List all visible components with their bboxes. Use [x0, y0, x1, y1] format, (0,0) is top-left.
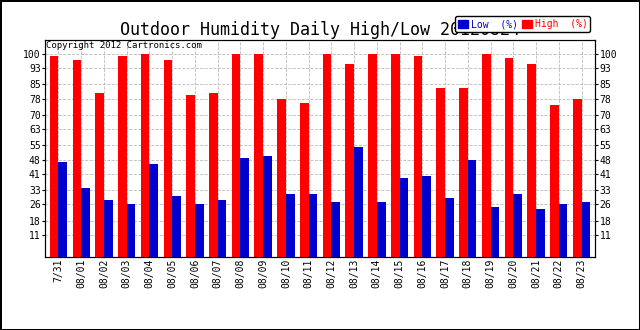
- Bar: [186, 95, 195, 257]
- Bar: [58, 162, 67, 257]
- Bar: [346, 64, 354, 257]
- Bar: [149, 164, 158, 257]
- Bar: [354, 148, 363, 257]
- Bar: [118, 56, 127, 257]
- Bar: [286, 194, 294, 257]
- Bar: [95, 92, 104, 257]
- Bar: [573, 99, 582, 257]
- Bar: [300, 103, 308, 257]
- Bar: [582, 202, 590, 257]
- Bar: [263, 156, 272, 257]
- Bar: [491, 207, 499, 257]
- Bar: [195, 205, 204, 257]
- Text: Copyright 2012 Cartronics.com: Copyright 2012 Cartronics.com: [46, 41, 202, 50]
- Bar: [436, 88, 445, 257]
- Bar: [104, 200, 113, 257]
- Bar: [277, 99, 286, 257]
- Bar: [308, 194, 317, 257]
- Bar: [468, 160, 476, 257]
- Bar: [172, 196, 181, 257]
- Bar: [218, 200, 227, 257]
- Bar: [413, 56, 422, 257]
- Bar: [141, 54, 149, 257]
- Legend: Low  (%), High  (%): Low (%), High (%): [456, 16, 590, 32]
- Bar: [536, 209, 545, 257]
- Bar: [164, 60, 172, 257]
- Bar: [232, 54, 241, 257]
- Bar: [422, 176, 431, 257]
- Bar: [377, 202, 385, 257]
- Bar: [527, 64, 536, 257]
- Bar: [241, 158, 249, 257]
- Bar: [391, 54, 399, 257]
- Bar: [255, 54, 263, 257]
- Bar: [459, 88, 468, 257]
- Bar: [550, 105, 559, 257]
- Bar: [81, 188, 90, 257]
- Bar: [323, 54, 332, 257]
- Bar: [368, 54, 377, 257]
- Title: Outdoor Humidity Daily High/Low 20120824: Outdoor Humidity Daily High/Low 20120824: [120, 21, 520, 39]
- Bar: [332, 202, 340, 257]
- Bar: [482, 54, 491, 257]
- Bar: [399, 178, 408, 257]
- Bar: [209, 92, 218, 257]
- Bar: [559, 205, 568, 257]
- Bar: [505, 58, 513, 257]
- Bar: [445, 198, 454, 257]
- Bar: [513, 194, 522, 257]
- Bar: [72, 60, 81, 257]
- Bar: [127, 205, 135, 257]
- Bar: [50, 56, 58, 257]
